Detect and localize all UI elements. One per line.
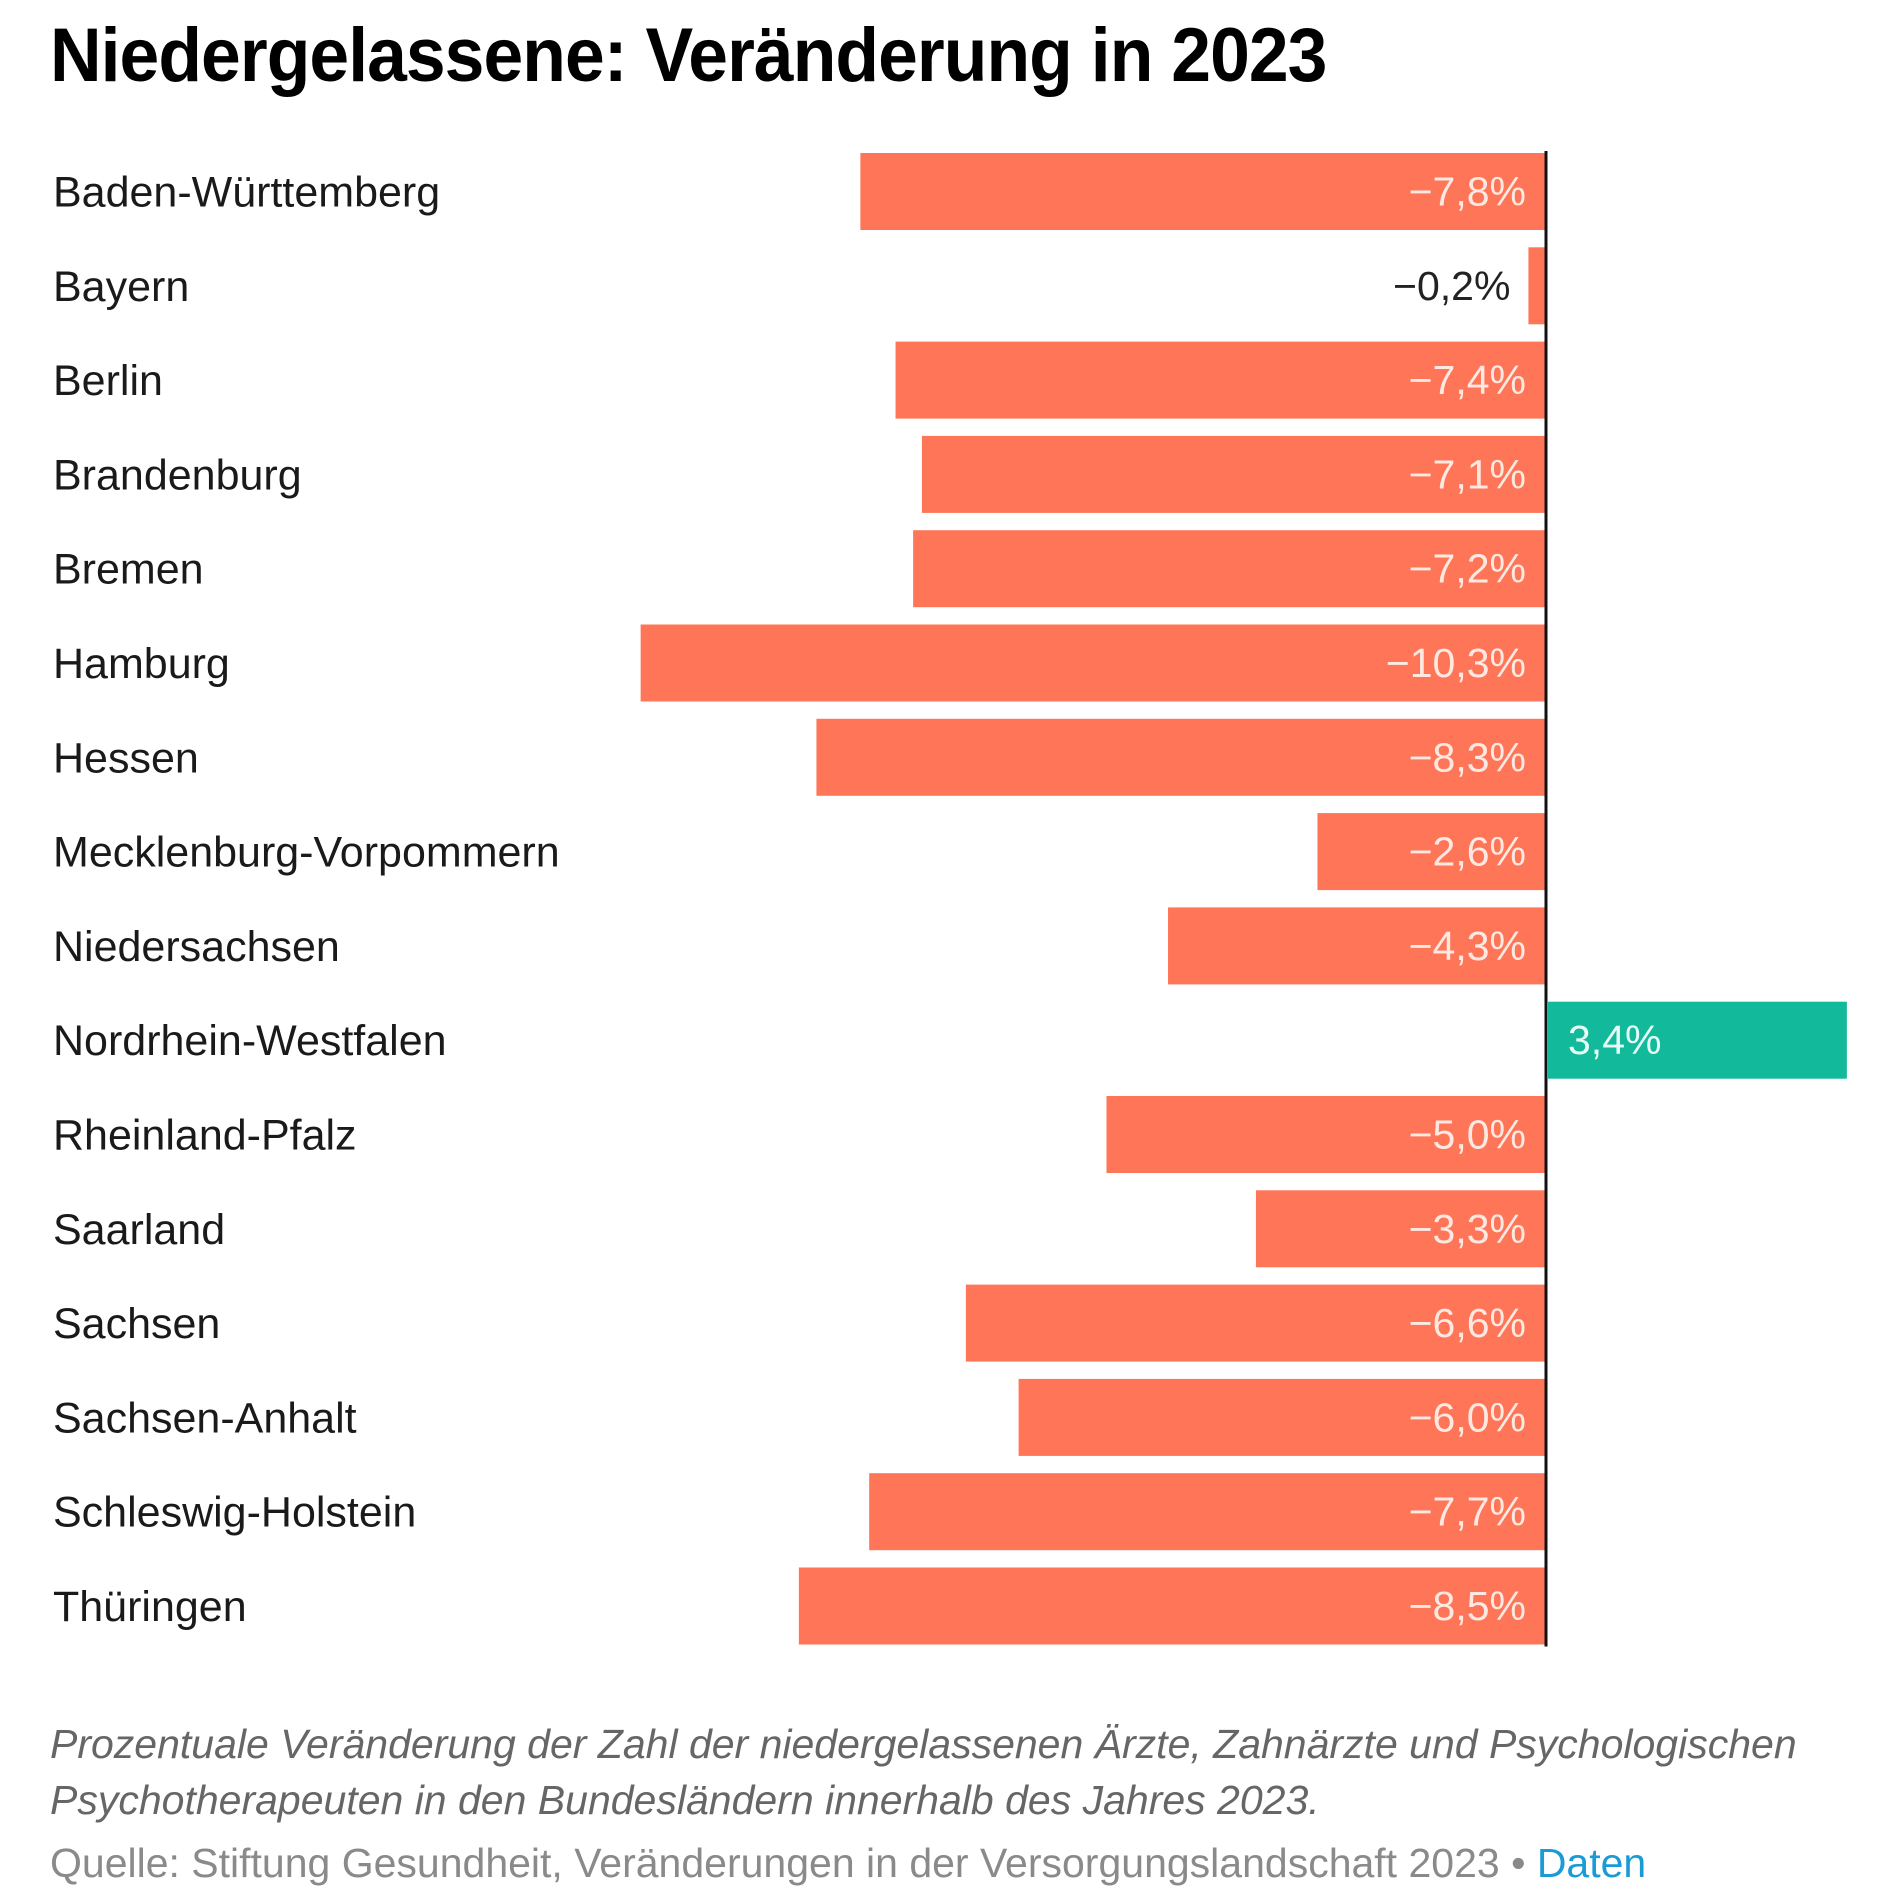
bar bbox=[816, 718, 1546, 796]
bar bbox=[1255, 1190, 1546, 1268]
bar bbox=[1528, 247, 1546, 325]
bar bbox=[1548, 1001, 1847, 1079]
category-label: Hessen bbox=[53, 734, 199, 782]
value-label: −3,3% bbox=[1409, 1206, 1526, 1252]
source-text: Quelle: Stiftung Gesundheit, Veränderung… bbox=[50, 1840, 1500, 1886]
value-label: −7,1% bbox=[1409, 451, 1526, 497]
bar-chart: Baden-Württemberg −7,8% Bayern −0,2% Berlin −… bbox=[53, 151, 1847, 1647]
category-label: Rheinland-Pfalz bbox=[53, 1112, 357, 1160]
category-label: Sachsen bbox=[53, 1300, 220, 1348]
category-label: Mecklenburg-Vorpommern bbox=[53, 829, 560, 877]
value-label: −8,5% bbox=[1409, 1583, 1526, 1629]
category-label: Baden-Württemberg bbox=[53, 169, 440, 217]
bar bbox=[1106, 1096, 1546, 1173]
bar bbox=[1018, 1378, 1546, 1456]
bar bbox=[1317, 813, 1546, 891]
bar bbox=[965, 1284, 1546, 1362]
bar bbox=[798, 1567, 1546, 1645]
value-label: −7,2% bbox=[1409, 546, 1526, 592]
value-label: −6,6% bbox=[1409, 1300, 1526, 1346]
bar bbox=[1168, 907, 1546, 985]
data-link[interactable]: Daten bbox=[1536, 1840, 1647, 1886]
chart-title: Niedergelassene: Veränderung in 2023 bbox=[50, 13, 1327, 98]
value-label: −4,3% bbox=[1409, 923, 1526, 969]
category-label: Saarland bbox=[53, 1206, 225, 1254]
bar bbox=[640, 624, 1546, 702]
value-label: −0,2% bbox=[1393, 263, 1510, 309]
category-label: Sachsen-Anhalt bbox=[53, 1394, 357, 1442]
value-label: −7,7% bbox=[1409, 1489, 1526, 1535]
value-label: −6,0% bbox=[1409, 1394, 1526, 1440]
bars-group: Baden-Württemberg −7,8% Bayern −0,2% Berlin −… bbox=[53, 153, 1847, 1645]
category-label: Nordrhein-Westfalen bbox=[53, 1017, 447, 1065]
value-label: −5,0% bbox=[1409, 1112, 1526, 1158]
category-label: Bremen bbox=[53, 546, 204, 594]
category-label: Niedersachsen bbox=[53, 923, 340, 971]
value-label: 3,4% bbox=[1568, 1017, 1661, 1063]
category-label: Schleswig-Holstein bbox=[53, 1489, 416, 1537]
bar bbox=[913, 530, 1546, 608]
bar bbox=[895, 341, 1546, 419]
source-separator: • bbox=[1499, 1840, 1537, 1886]
value-label: −7,4% bbox=[1409, 357, 1526, 403]
source-line: Quelle: Stiftung Gesundheit, Veränderung… bbox=[50, 1840, 1646, 1887]
value-label: −7,8% bbox=[1409, 169, 1526, 215]
bar bbox=[921, 435, 1546, 513]
bar bbox=[860, 153, 1546, 230]
bar bbox=[869, 1473, 1546, 1551]
chart-caption: Prozentuale Veränderung der Zahl der nie… bbox=[50, 1721, 1797, 1823]
value-label: −2,6% bbox=[1409, 829, 1526, 875]
category-label: Thüringen bbox=[53, 1583, 247, 1631]
value-label: −8,3% bbox=[1409, 734, 1526, 780]
value-label: −10,3% bbox=[1386, 640, 1526, 686]
category-label: Hamburg bbox=[53, 640, 230, 688]
category-label: Brandenburg bbox=[53, 451, 302, 499]
category-label: Bayern bbox=[53, 263, 189, 311]
category-label: Berlin bbox=[53, 357, 163, 405]
